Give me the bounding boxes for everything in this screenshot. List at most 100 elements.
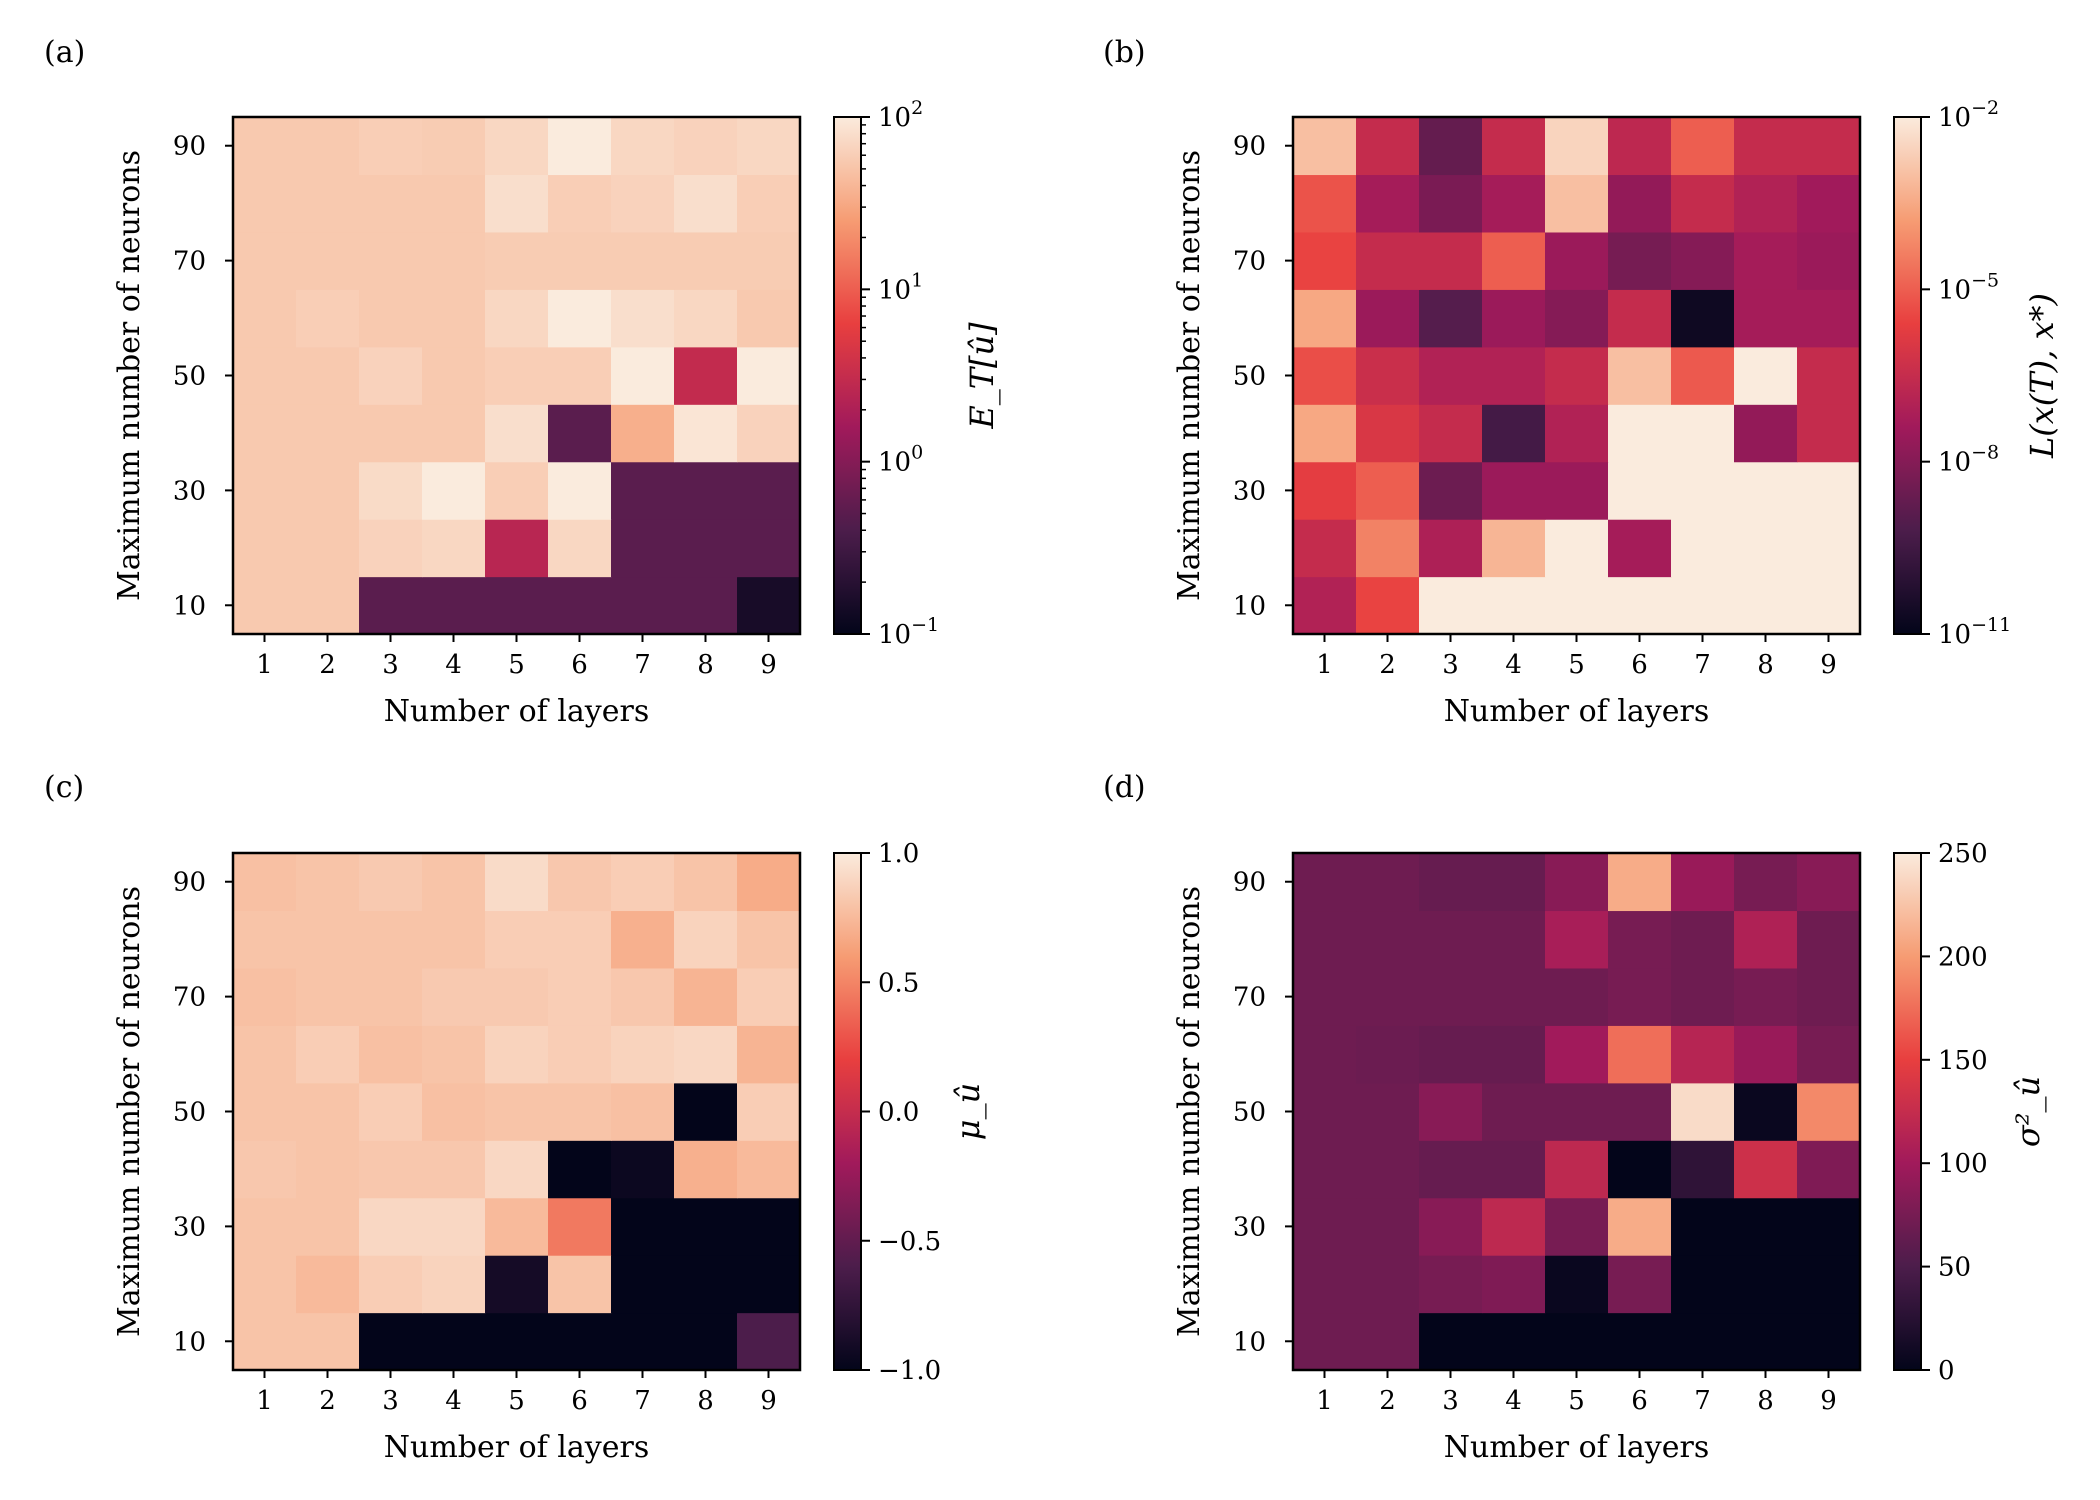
x-tick-label: 2 (1379, 1386, 1396, 1416)
heatmap-cell (1671, 461, 1735, 520)
heatmap-cell (422, 853, 486, 912)
heatmap-cell (737, 1140, 801, 1199)
heatmap-cell (296, 289, 360, 348)
heatmap-cell (233, 1025, 297, 1084)
y-tick-label: 30 (173, 1212, 206, 1242)
heatmap-cell (548, 1140, 612, 1199)
heatmap-cell (1545, 967, 1609, 1026)
heatmap-cell (296, 1197, 360, 1256)
heatmap-cell (1545, 853, 1609, 912)
colorbar (833, 116, 862, 635)
heatmap-cell (737, 853, 801, 912)
heatmap-cell (1545, 461, 1609, 520)
heatmap-cell (296, 910, 360, 969)
heatmap-cell (1356, 910, 1420, 969)
heatmap-cell (1482, 519, 1546, 578)
heatmap-cell (1482, 1255, 1546, 1314)
heatmap-cell (485, 853, 549, 912)
heatmap-cell (1608, 289, 1672, 348)
y-tick-label: 10 (1233, 1327, 1266, 1357)
heatmap-cell (422, 1025, 486, 1084)
heatmap-cell (611, 1025, 675, 1084)
heatmap-cell (1608, 346, 1672, 405)
heatmap-cell (737, 1255, 801, 1314)
heatmap-cell (1671, 519, 1735, 578)
heatmap-cell (1734, 576, 1798, 635)
heatmap-cell (359, 461, 423, 520)
y-tick-label: 90 (173, 132, 206, 162)
colorbar-tick-label: 0.5 (878, 968, 919, 998)
heatmap-cell (674, 853, 738, 912)
y-tick-label: 70 (1233, 247, 1266, 277)
heatmap-cell (1608, 967, 1672, 1026)
y-tick-label: 70 (1233, 983, 1266, 1013)
heatmap-cell (611, 576, 675, 635)
heatmap-cell (233, 346, 297, 405)
heatmap-cell (1356, 404, 1420, 463)
heatmap-cell (1734, 910, 1798, 969)
heatmap-cell (1797, 231, 1861, 290)
heatmap-cell (1545, 1255, 1609, 1314)
heatmap-cell (359, 1312, 423, 1371)
x-tick-label: 8 (697, 1386, 714, 1416)
x-tick-label: 1 (1316, 650, 1333, 680)
heatmap-cell (1734, 346, 1798, 405)
colorbar-tick-label: 102 (878, 97, 923, 133)
colorbar-tick-label: 50 (1938, 1253, 1971, 1283)
x-tick-label: 5 (508, 650, 525, 680)
heatmap-cell (1293, 576, 1357, 635)
colorbar-tick-label: 10−1 (878, 614, 939, 650)
heatmap-cell (674, 461, 738, 520)
heatmap-cell (1293, 117, 1357, 176)
colorbar-tick-label: 10−11 (1938, 614, 2011, 650)
heatmap-cell (1482, 967, 1546, 1026)
heatmap-cell (1671, 1312, 1735, 1371)
heatmap-cell (296, 117, 360, 176)
heatmap-cell (1545, 117, 1609, 176)
colorbar-label: L(x(T), x*) (2023, 293, 2061, 459)
heatmap-cell (359, 117, 423, 176)
heatmap-cell (611, 461, 675, 520)
heatmap-cell (233, 1312, 297, 1371)
heatmap-cell (422, 1082, 486, 1141)
colorbar-tick-label: 10−2 (1938, 97, 1999, 133)
heatmap-cell (1419, 346, 1483, 405)
heatmap-cell (674, 1197, 738, 1256)
heatmap-cell (548, 1025, 612, 1084)
y-tick-label: 90 (1233, 132, 1266, 162)
heatmap-cell (737, 967, 801, 1026)
x-tick-label: 4 (445, 1386, 462, 1416)
heatmap-cell (233, 174, 297, 233)
heatmap-cell (1356, 346, 1420, 405)
x-tick-label: 6 (571, 1386, 588, 1416)
heatmap-cell (737, 117, 801, 176)
heatmap-cell (1356, 1312, 1420, 1371)
heatmap-cell (611, 1197, 675, 1256)
heatmap-cell (1797, 910, 1861, 969)
heatmap-cell (1671, 117, 1735, 176)
heatmap-cell (296, 576, 360, 635)
x-tick-label: 6 (571, 650, 588, 680)
heatmap-cell (1419, 1025, 1483, 1084)
heatmap-cell (233, 289, 297, 348)
heatmap-cell (1797, 461, 1861, 520)
heatmap-cell (737, 519, 801, 578)
heatmap-cell (674, 576, 738, 635)
heatmap-cell (1671, 1255, 1735, 1314)
heatmap-cell (737, 1082, 801, 1141)
heatmap-cell (1734, 1082, 1798, 1141)
heatmap-cell (359, 1082, 423, 1141)
colorbar (833, 852, 862, 1371)
heatmap-cell (233, 853, 297, 912)
colorbar-tick-label: 200 (1938, 942, 1988, 972)
heatmap-cell (548, 967, 612, 1026)
heatmap-cell (1734, 967, 1798, 1026)
heatmap-cell (233, 1140, 297, 1199)
heatmap-cell (1671, 231, 1735, 290)
heatmap-cell (1797, 289, 1861, 348)
heatmap-cell (1293, 1025, 1357, 1084)
heatmap-cell (1734, 853, 1798, 912)
x-tick-label: 1 (1316, 1386, 1333, 1416)
